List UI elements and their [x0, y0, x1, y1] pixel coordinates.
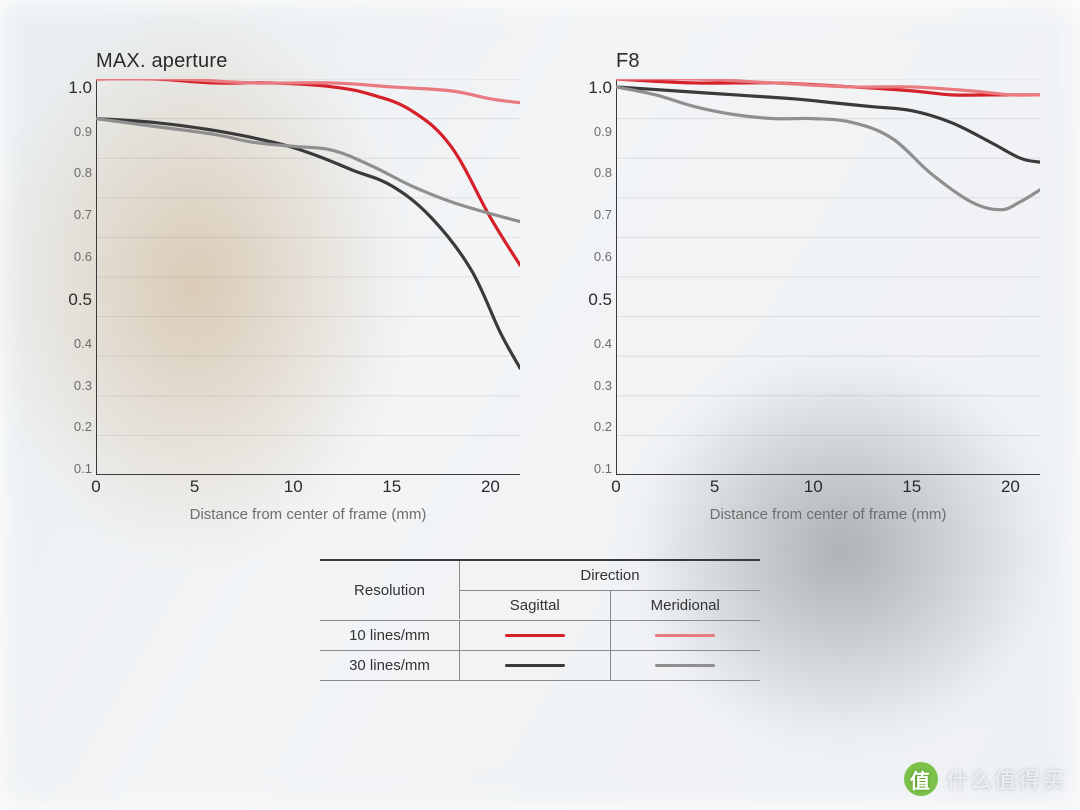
y-tick: 0.4: [580, 337, 612, 350]
x-tick: 20: [1001, 477, 1020, 497]
y-tick: 0.7: [580, 208, 612, 221]
x-tick: 5: [710, 477, 719, 497]
legend-header-resolution: Resolution: [320, 561, 460, 619]
y-tick: 0.9: [60, 125, 92, 138]
y-tick: 0.8: [580, 166, 612, 179]
swatch-30-sag: [505, 664, 565, 667]
x-tick: 20: [481, 477, 500, 497]
legend-table: Resolution Direction Sagittal Meridional…: [320, 559, 760, 681]
legend-header-meridional: Meridional: [611, 591, 761, 620]
swatch-30-mer: [655, 664, 715, 667]
series-30_mer: [96, 119, 520, 222]
legend-header-direction: Direction: [460, 561, 760, 591]
legend-row-10lpm: 10 lines/mm: [320, 621, 760, 651]
y-tick: 0.2: [60, 420, 92, 433]
x-tick: 10: [284, 477, 303, 497]
y-tick: 0.5: [580, 291, 612, 308]
series-10_mer: [96, 79, 520, 103]
x-tick: 0: [91, 477, 100, 497]
watermark: 值 什么值得买: [904, 762, 1066, 796]
legend-row-30lpm: 30 lines/mm: [320, 651, 760, 680]
chart-area: 1.00.90.80.70.60.50.40.30.20.105101520Di…: [60, 79, 520, 509]
y-tick: 0.3: [60, 379, 92, 392]
swatch-10-mer: [655, 634, 715, 637]
x-tick: 10: [804, 477, 823, 497]
y-tick: 0.6: [580, 250, 612, 263]
y-tick: 0.9: [580, 125, 612, 138]
mtf-charts: MAX. aperture1.00.90.80.70.60.50.40.30.2…: [0, 0, 1080, 519]
chart-title: MAX. aperture: [96, 50, 520, 73]
x-tick: 15: [902, 477, 921, 497]
y-tick: 0.5: [60, 291, 92, 308]
y-tick: 0.7: [60, 208, 92, 221]
x-tick: 5: [190, 477, 199, 497]
legend-header-sagittal: Sagittal: [460, 591, 611, 620]
y-tick: 0.6: [60, 250, 92, 263]
x-axis-label: Distance from center of frame (mm): [96, 506, 520, 523]
series-30_sag: [616, 87, 1040, 162]
y-tick: 0.1: [580, 462, 612, 475]
chart-area: 1.00.90.80.70.60.50.40.30.20.105101520Di…: [580, 79, 1040, 509]
watermark-badge: 值: [904, 762, 938, 796]
y-tick: 0.8: [60, 166, 92, 179]
x-axis-label: Distance from center of frame (mm): [616, 506, 1040, 523]
y-tick: 0.1: [60, 462, 92, 475]
legend-label: 10 lines/mm: [320, 621, 460, 650]
y-tick: 1.0: [580, 79, 612, 96]
x-tick: 0: [611, 477, 620, 497]
y-tick: 1.0: [60, 79, 92, 96]
y-tick: 0.4: [60, 337, 92, 350]
watermark-text: 什么值得买: [946, 763, 1066, 795]
swatch-10-sag: [505, 634, 565, 637]
chart-f8: F81.0 0.9 0.8 0.7 0.6 0.5 0.4 0.3 0.2 0.1 0 5 10 15 20…: [580, 50, 1040, 509]
series-30_mer: [616, 87, 1040, 210]
legend-label: 30 lines/mm: [320, 651, 460, 680]
x-tick: 15: [382, 477, 401, 497]
y-tick: 0.3: [580, 379, 612, 392]
chart-max_aperture: MAX. aperture1.0 0.9 0.8 0.7 0.6 0.5 0.4 0.3 0.2…: [60, 50, 520, 509]
chart-title: F8: [616, 50, 1040, 73]
y-tick: 0.2: [580, 420, 612, 433]
